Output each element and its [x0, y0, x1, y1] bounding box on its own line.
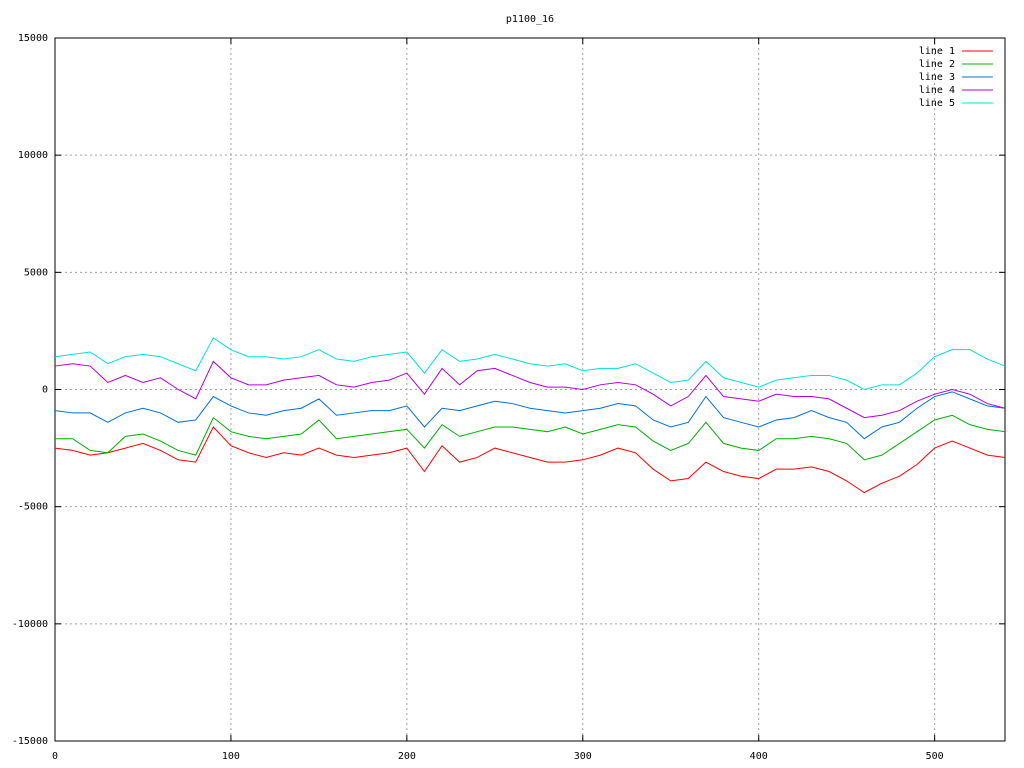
legend-label: line 3 [919, 72, 955, 83]
x-tick-label: 300 [574, 751, 592, 762]
y-tick-label: 0 [42, 385, 48, 396]
legend-label: line 2 [919, 59, 955, 70]
x-tick-label: 0 [52, 751, 58, 762]
x-tick-label: 500 [926, 751, 944, 762]
x-tick-label: 400 [750, 751, 768, 762]
chart-title: p1100_16 [506, 14, 554, 25]
x-tick-label: 200 [398, 751, 416, 762]
y-tick-label: 10000 [18, 150, 48, 161]
legend-label: line 1 [919, 46, 955, 57]
x-tick-label: 100 [222, 751, 240, 762]
data-line [55, 414, 1006, 461]
legend-label: line 4 [919, 85, 955, 96]
y-tick-label: -5000 [18, 502, 48, 513]
y-tick-label: 5000 [24, 267, 48, 278]
data-line [54, 391, 1006, 440]
plot-border [54, 37, 1006, 742]
data-line [54, 426, 1006, 494]
data-line [54, 360, 1006, 419]
y-tick-label: -10000 [12, 619, 48, 630]
data-line [54, 337, 1006, 391]
legend-label: line 5 [919, 98, 955, 109]
y-tick-label: 15000 [18, 33, 48, 44]
y-tick-label: -15000 [12, 736, 48, 747]
